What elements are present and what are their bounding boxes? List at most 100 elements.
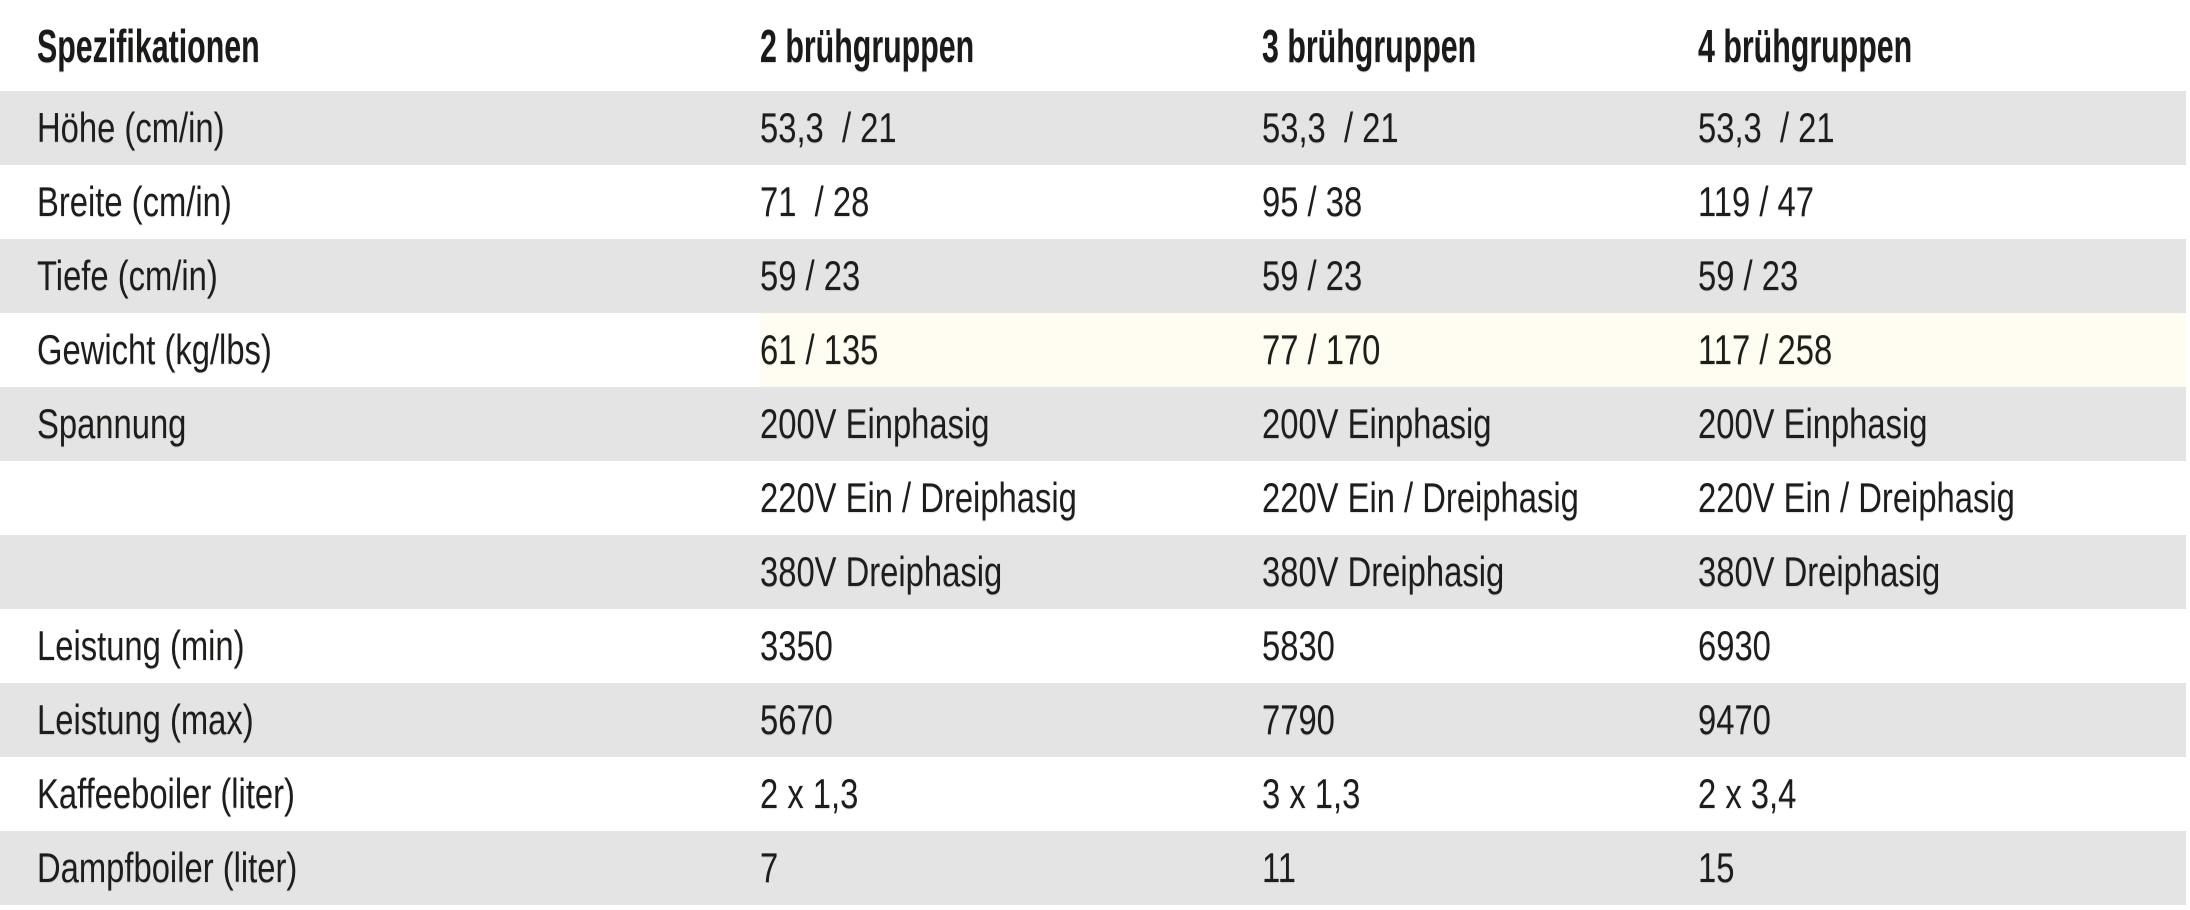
header-cell-3-bruehgruppen: 3 brühgruppen xyxy=(1262,0,1698,91)
cell-value: 71 / 28 xyxy=(760,178,870,225)
cell-value: 200V Einphasig xyxy=(760,400,990,447)
table-row: 380V Dreiphasig 380V Dreiphasig 380V Dre… xyxy=(0,535,2186,609)
value-cell-3-bruehgruppen: 77 / 170 xyxy=(1262,313,1698,387)
cell-value: 380V Dreiphasig xyxy=(760,548,1003,595)
value-cell-4-bruehgruppen: 2 x 3,4 xyxy=(1698,757,2186,831)
value-cell-4-bruehgruppen: 380V Dreiphasig xyxy=(1698,535,2186,609)
cell-value: 380V Dreiphasig xyxy=(1698,548,1941,595)
row-label: Breite (cm/in) xyxy=(37,178,232,225)
cell-value: 53,3 / 21 xyxy=(760,104,897,151)
value-cell-3-bruehgruppen: 7790 xyxy=(1262,683,1698,757)
cell-value: 2 x 1,3 xyxy=(760,770,859,817)
value-cell-4-bruehgruppen: 9470 xyxy=(1698,683,2186,757)
value-cell-2-bruehgruppen: 71 / 28 xyxy=(760,165,1262,239)
table-row: Spannung 200V Einphasig 200V Einphasig 2… xyxy=(0,387,2186,461)
cell-value: 53,3 / 21 xyxy=(1262,104,1399,151)
value-cell-2-bruehgruppen: 61 / 135 xyxy=(760,313,1262,387)
value-cell-4-bruehgruppen: 200V Einphasig xyxy=(1698,387,2186,461)
header-cell-4-bruehgruppen: 4 brühgruppen xyxy=(1698,0,2186,91)
value-cell-2-bruehgruppen: 5670 xyxy=(760,683,1262,757)
table-row: Breite (cm/in) 71 / 28 95 / 38 119 / 47 xyxy=(0,165,2186,239)
table-row: Dampfboiler (liter) 7 11 15 xyxy=(0,831,2186,905)
value-cell-2-bruehgruppen: 7 xyxy=(760,831,1262,905)
cell-value: 59 / 23 xyxy=(760,252,861,299)
cell-value: 9470 xyxy=(1698,696,1771,743)
value-cell-2-bruehgruppen: 2 x 1,3 xyxy=(760,757,1262,831)
table-row: 220V Ein / Dreiphasig 220V Ein / Dreipha… xyxy=(0,461,2186,535)
value-cell-4-bruehgruppen: 119 / 47 xyxy=(1698,165,2186,239)
cell-value: 220V Ein / Dreiphasig xyxy=(1698,474,2015,521)
value-cell-4-bruehgruppen: 15 xyxy=(1698,831,2186,905)
row-label-cell: Tiefe (cm/in) xyxy=(0,239,760,313)
row-label-cell xyxy=(0,535,760,609)
row-label: Leistung (min) xyxy=(37,622,245,669)
header-row: Spezifikationen 2 brühgruppen 3 brühgrup… xyxy=(0,0,2186,91)
value-cell-2-bruehgruppen: 200V Einphasig xyxy=(760,387,1262,461)
cell-value: 61 / 135 xyxy=(760,326,879,373)
table-row: Gewicht (kg/lbs) 61 / 135 77 / 170 117 /… xyxy=(0,313,2186,387)
cell-value: 15 xyxy=(1698,844,1735,891)
value-cell-3-bruehgruppen: 5830 xyxy=(1262,609,1698,683)
cell-value: 59 / 23 xyxy=(1262,252,1363,299)
row-label-cell: Höhe (cm/in) xyxy=(0,91,760,165)
cell-value: 3350 xyxy=(760,622,833,669)
header-cell-title: Spezifikationen xyxy=(0,0,760,91)
table-row: Tiefe (cm/in) 59 / 23 59 / 23 59 / 23 xyxy=(0,239,2186,313)
cell-value: 200V Einphasig xyxy=(1262,400,1492,447)
value-cell-3-bruehgruppen: 95 / 38 xyxy=(1262,165,1698,239)
row-label: Gewicht (kg/lbs) xyxy=(37,326,272,373)
value-cell-4-bruehgruppen: 53,3 / 21 xyxy=(1698,91,2186,165)
table-row: Kaffeeboiler (liter) 2 x 1,3 3 x 1,3 2 x… xyxy=(0,757,2186,831)
table-body: Höhe (cm/in) 53,3 / 21 53,3 / 21 53,3 / … xyxy=(0,91,2186,905)
value-cell-4-bruehgruppen: 220V Ein / Dreiphasig xyxy=(1698,461,2186,535)
value-cell-3-bruehgruppen: 380V Dreiphasig xyxy=(1262,535,1698,609)
value-cell-4-bruehgruppen: 59 / 23 xyxy=(1698,239,2186,313)
cell-value: 59 / 23 xyxy=(1698,252,1799,299)
value-cell-3-bruehgruppen: 11 xyxy=(1262,831,1698,905)
row-label: Höhe (cm/in) xyxy=(37,104,225,151)
column-header-4-bruehgruppen: 4 brühgruppen xyxy=(1698,19,1913,72)
row-label-cell: Leistung (max) xyxy=(0,683,760,757)
table-row: Höhe (cm/in) 53,3 / 21 53,3 / 21 53,3 / … xyxy=(0,91,2186,165)
row-label: Tiefe (cm/in) xyxy=(37,252,218,299)
cell-value: 117 / 258 xyxy=(1698,326,1833,373)
cell-value: 220V Ein / Dreiphasig xyxy=(1262,474,1579,521)
value-cell-2-bruehgruppen: 59 / 23 xyxy=(760,239,1262,313)
cell-value: 119 / 47 xyxy=(1698,178,1814,225)
column-header-2-bruehgruppen: 2 brühgruppen xyxy=(760,19,975,72)
value-cell-2-bruehgruppen: 220V Ein / Dreiphasig xyxy=(760,461,1262,535)
value-cell-2-bruehgruppen: 53,3 / 21 xyxy=(760,91,1262,165)
value-cell-2-bruehgruppen: 380V Dreiphasig xyxy=(760,535,1262,609)
row-label: Dampfboiler (liter) xyxy=(37,844,298,891)
header-cell-2-bruehgruppen: 2 brühgruppen xyxy=(760,0,1262,91)
cell-value: 7 xyxy=(760,844,779,891)
column-header-3-bruehgruppen: 3 brühgruppen xyxy=(1262,19,1477,72)
value-cell-2-bruehgruppen: 3350 xyxy=(760,609,1262,683)
value-cell-4-bruehgruppen: 6930 xyxy=(1698,609,2186,683)
cell-value: 53,3 / 21 xyxy=(1698,104,1835,151)
table-row: Leistung (min) 3350 5830 6930 xyxy=(0,609,2186,683)
value-cell-3-bruehgruppen: 220V Ein / Dreiphasig xyxy=(1262,461,1698,535)
value-cell-3-bruehgruppen: 53,3 / 21 xyxy=(1262,91,1698,165)
cell-value: 5670 xyxy=(760,696,833,743)
cell-value: 3 x 1,3 xyxy=(1262,770,1361,817)
row-label: Kaffeeboiler (liter) xyxy=(37,770,295,817)
cell-value: 11 xyxy=(1262,844,1297,891)
cell-value: 2 x 3,4 xyxy=(1698,770,1797,817)
cell-value: 7790 xyxy=(1262,696,1335,743)
cell-value: 200V Einphasig xyxy=(1698,400,1928,447)
table-row: Leistung (max) 5670 7790 9470 xyxy=(0,683,2186,757)
cell-value: 6930 xyxy=(1698,622,1771,669)
row-label-cell: Leistung (min) xyxy=(0,609,760,683)
value-cell-3-bruehgruppen: 3 x 1,3 xyxy=(1262,757,1698,831)
table-title: Spezifikationen xyxy=(37,19,260,72)
row-label-cell: Spannung xyxy=(0,387,760,461)
cell-value: 95 / 38 xyxy=(1262,178,1363,225)
cell-value: 220V Ein / Dreiphasig xyxy=(760,474,1077,521)
row-label: Spannung xyxy=(37,400,187,447)
row-label: Leistung (max) xyxy=(37,696,254,743)
row-label-cell xyxy=(0,461,760,535)
row-label-cell: Kaffeeboiler (liter) xyxy=(0,757,760,831)
cell-value: 5830 xyxy=(1262,622,1335,669)
